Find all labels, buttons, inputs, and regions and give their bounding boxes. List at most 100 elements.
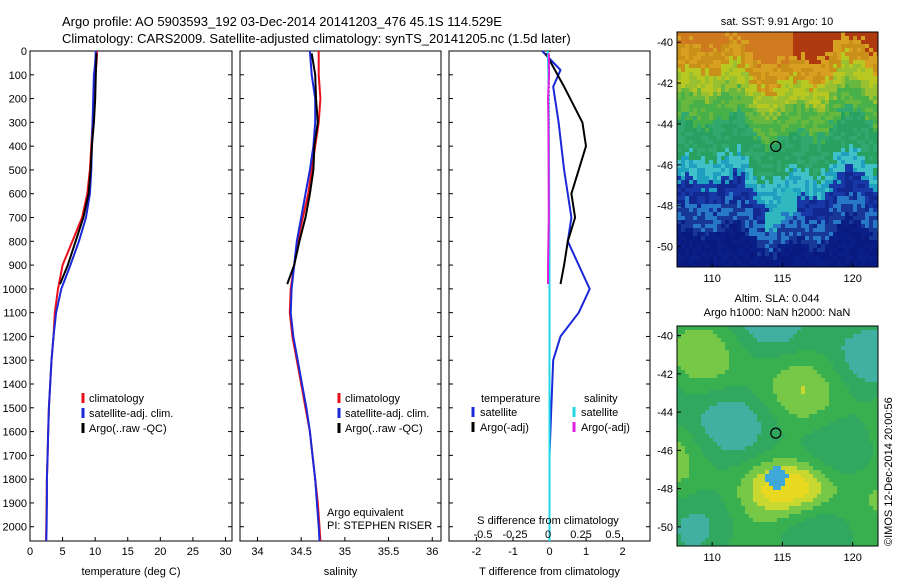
sla-map-cell [765,434,769,438]
sla-map-cell [761,330,765,334]
sst-map-cell [805,80,809,84]
sst-map-cell [729,68,733,72]
sla-map-cell [721,338,725,342]
sst-map-cell [829,76,833,80]
sla-map-cell [853,386,857,390]
sla-map-cell [677,330,681,334]
sla-map-cell [865,410,869,414]
sst-map-cell [837,144,841,148]
sst-map-cell [785,264,789,267]
sst-map-cell [721,80,725,84]
sst-map-cell [769,172,773,176]
sst-map-cell [693,132,697,136]
sla-map-cell [813,366,817,370]
sla-map-cell [737,446,741,450]
sst-map-cell [769,100,773,104]
sst-map-cell [761,256,765,260]
sst-map-cell [797,232,801,236]
sla-map-cell [721,418,725,422]
sst-map-cell [681,100,685,104]
sla-map-cell [857,434,861,438]
sla-map-cell [857,414,861,418]
sla-map-cell [801,414,805,418]
sst-map-cell [709,64,713,68]
sst-map-cell [873,264,877,267]
sst-map-cell [861,56,865,60]
sst-map-cell [773,80,777,84]
sst-map-cell [841,248,845,252]
sst-map-cell [841,208,845,212]
sla-map-cell [853,330,857,334]
sst-map-cell [801,252,805,256]
sla-map-cell [713,358,717,362]
sst-map-cell [761,84,765,88]
sla-map-cell [769,422,773,426]
sst-map-cell [761,116,765,120]
sst-map-cell [829,128,833,132]
sst-map-cell [825,124,829,128]
sst-map-cell [705,32,709,36]
sla-map-cell [725,350,729,354]
sla-map-cell [773,358,777,362]
sla-map-cell [769,338,773,342]
sst-map-cell [825,256,829,260]
sst-map-cell [745,220,749,224]
sla-map-cell [813,350,817,354]
sst-map-cell [777,52,781,56]
sst-map-cell [689,116,693,120]
sla-map-cell [869,450,873,454]
sla-map-cell [869,438,873,442]
sst-map-cell [865,84,869,88]
sla-map-cell [789,362,793,366]
sst-map-cell [765,216,769,220]
sst-map-cell [693,172,697,176]
sla-map-cell [725,426,729,430]
sst-map-cell [793,88,797,92]
sla-map-cell [853,450,857,454]
sst-map-cell [805,192,809,196]
sst-map-cell [713,136,717,140]
sst-map-cell [685,260,689,264]
sla-map-cell [805,398,809,402]
sst-map-cell [801,156,805,160]
sst-map-cell [809,52,813,56]
sst-map-cell [721,212,725,216]
sla-map-cell [737,454,741,458]
sst-map-cell [845,56,849,60]
sst-map-xtick-label-0: 110 [703,273,721,285]
sst-map-cell [781,80,785,84]
sst-map-cell [853,264,857,267]
sst-map-cell [769,64,773,68]
sst-map-cell [689,60,693,64]
sla-map-cell [853,402,857,406]
sla-map-cell [869,342,873,346]
sst-map-cell [849,56,853,60]
temperature-ytick-label-14: 1400 [3,379,27,391]
sla-map-cell [757,354,761,358]
sla-map-cell [849,398,853,402]
sla-map-cell [721,450,725,454]
sst-map-cell [817,156,821,160]
sst-map-cell [821,68,825,72]
sst-map-cell [785,84,789,88]
sst-map-cell [777,224,781,228]
sst-map-cell [833,244,837,248]
sla-map-cell [697,458,701,462]
sst-map-cell [825,152,829,156]
sst-map-cell [705,176,709,180]
sst-map-cell [857,56,861,60]
sla-map-cell [745,334,749,338]
sla-map-cell [837,410,841,414]
sst-map-cell [865,252,869,256]
sst-map-cell [833,144,837,148]
sst-map-cell [793,108,797,112]
sst-map-cell [737,60,741,64]
sla-map-cell [725,430,729,434]
sst-map-cell [857,256,861,260]
sst-map-cell [689,236,693,240]
sla-map-cell [737,438,741,442]
sla-map-cell [753,402,757,406]
sst-map-cell [793,136,797,140]
sst-map-cell [853,160,857,164]
sst-map-cell [693,32,697,36]
